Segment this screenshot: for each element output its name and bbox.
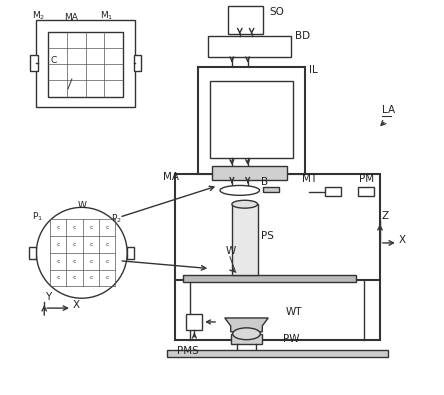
Text: c: c <box>106 242 109 247</box>
Text: M$_2$: M$_2$ <box>32 9 46 22</box>
Ellipse shape <box>220 186 260 196</box>
Bar <box>358 187 374 196</box>
Text: W: W <box>78 201 87 210</box>
Bar <box>228 6 263 34</box>
Bar <box>212 166 287 180</box>
Bar <box>232 204 258 275</box>
Text: c: c <box>56 275 60 280</box>
Text: B: B <box>262 177 269 187</box>
Bar <box>325 187 341 196</box>
Circle shape <box>36 207 127 298</box>
Text: SO: SO <box>270 7 284 17</box>
Text: MA: MA <box>64 13 78 22</box>
Bar <box>36 20 135 107</box>
Bar <box>210 81 293 158</box>
Text: c: c <box>89 242 93 247</box>
Polygon shape <box>225 318 268 332</box>
Text: c: c <box>89 225 93 230</box>
Text: M$_1$: M$_1$ <box>99 9 113 22</box>
Ellipse shape <box>233 328 260 340</box>
Text: PW: PW <box>283 334 300 344</box>
Bar <box>263 187 279 192</box>
Bar <box>31 55 38 71</box>
Text: WT: WT <box>285 307 302 317</box>
Ellipse shape <box>232 200 258 208</box>
Text: c: c <box>73 275 76 280</box>
Text: c: c <box>56 225 60 230</box>
Text: c: c <box>73 225 76 230</box>
Bar <box>198 67 305 174</box>
Bar <box>208 36 291 57</box>
Text: c: c <box>56 242 60 247</box>
Text: c: c <box>73 242 76 247</box>
Text: MA: MA <box>163 173 179 182</box>
Text: MT: MT <box>302 175 317 184</box>
Text: C: C <box>50 56 56 65</box>
Bar <box>48 32 123 97</box>
Text: c: c <box>106 259 109 264</box>
Text: c: c <box>106 225 109 230</box>
Text: P$_1$: P$_1$ <box>32 211 44 223</box>
Bar <box>29 247 36 259</box>
Text: W: W <box>226 246 236 256</box>
Text: Z: Z <box>382 211 389 221</box>
Text: PM: PM <box>360 174 375 184</box>
Text: P$_2$: P$_2$ <box>111 213 122 225</box>
Text: c: c <box>56 259 60 264</box>
Text: BD: BD <box>295 31 310 41</box>
Bar <box>127 247 135 259</box>
Text: IL: IL <box>309 65 317 75</box>
Bar <box>231 334 262 344</box>
Text: X: X <box>73 300 80 310</box>
Bar <box>134 55 141 71</box>
Text: c: c <box>89 259 93 264</box>
Bar <box>174 174 380 340</box>
Text: PMS: PMS <box>177 346 198 356</box>
Text: PS: PS <box>261 231 274 241</box>
Text: LA: LA <box>382 105 395 115</box>
Text: c: c <box>73 259 76 264</box>
Text: Y: Y <box>45 292 52 302</box>
Bar <box>166 350 388 357</box>
Bar <box>186 314 202 330</box>
Text: c: c <box>89 275 93 280</box>
Text: X: X <box>399 235 406 245</box>
Text: c: c <box>106 275 109 280</box>
Bar <box>182 275 356 282</box>
